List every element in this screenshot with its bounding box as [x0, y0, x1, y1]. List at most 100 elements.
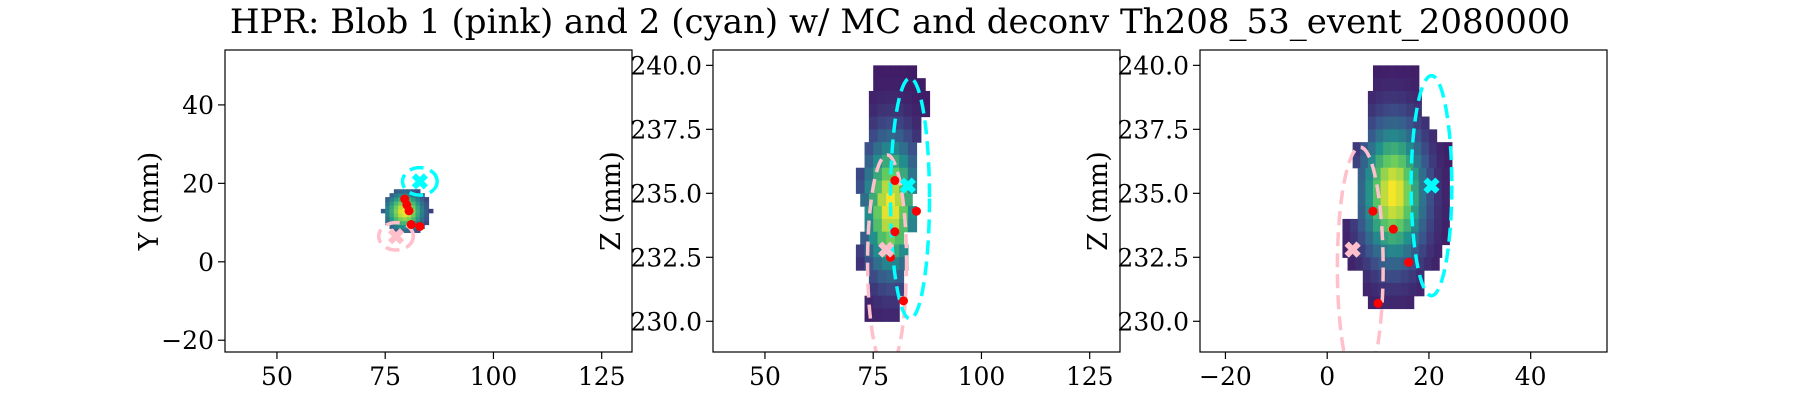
- heatmap-cell: [380, 208, 386, 214]
- heatmap-cell: [1372, 193, 1382, 207]
- heatmap-cell: [389, 224, 395, 230]
- heatmap-cell: [1370, 257, 1379, 271]
- heatmap-cell: [886, 270, 896, 284]
- heatmap-cell: [868, 103, 879, 118]
- heatmap-cell: [1375, 142, 1384, 156]
- heatmap-cell: [890, 218, 900, 233]
- heatmap-cell: [1385, 282, 1394, 297]
- plot-area: [855, 65, 932, 352]
- x-tick-label: 75: [369, 362, 401, 391]
- heatmap-cell: [890, 167, 900, 182]
- heatmap-cell: [1411, 167, 1420, 182]
- heatmap-cell: [1367, 295, 1377, 310]
- heatmap-cell: [1378, 257, 1387, 271]
- x-tick-label: 20: [1413, 362, 1445, 391]
- heatmap-cell: [855, 167, 866, 182]
- heatmap-cell: [1395, 180, 1405, 194]
- blob1-ellipse: [376, 220, 416, 252]
- heatmap-cell: [1403, 180, 1412, 194]
- heatmap-cell: [385, 201, 391, 206]
- heatmap-cell: [1441, 193, 1450, 207]
- heatmap-cell: [1372, 65, 1382, 79]
- heatmap-cell: [1421, 154, 1430, 169]
- heatmap-cell: [419, 204, 425, 210]
- heatmap-cell: [886, 282, 896, 297]
- heatmap-cell: [1428, 142, 1438, 156]
- heatmap-cell: [1380, 167, 1389, 182]
- heatmap-cell: [1390, 116, 1400, 130]
- heatmap-cell: [1365, 180, 1374, 194]
- heatmap-cell: [1360, 154, 1369, 169]
- heatmap-cell: [389, 197, 395, 202]
- heatmap-cell: [415, 208, 421, 214]
- heatmap-cell: [1388, 167, 1397, 182]
- heatmap-cell: [411, 216, 417, 222]
- heatmap-cell: [1441, 167, 1450, 182]
- heatmap-cell: [1441, 180, 1450, 194]
- heatmap-cell: [1395, 167, 1405, 182]
- heatmap-cell: [1444, 154, 1453, 169]
- heatmap-cell: [1370, 282, 1379, 297]
- heatmap-cell: [873, 180, 883, 194]
- heatmap-cell: [907, 65, 918, 79]
- heatmap-cell: [419, 216, 425, 222]
- heatmap-cell: [1375, 90, 1384, 105]
- heatmap-cell: [881, 295, 892, 310]
- heatmap-cell: [1375, 103, 1384, 118]
- y-tick-label: 240.0: [1117, 51, 1189, 80]
- heatmap-cell: [1383, 295, 1392, 310]
- heatmap-cell: [1367, 154, 1377, 169]
- heatmap-cell: [864, 167, 874, 182]
- heatmap-cell: [1350, 218, 1359, 233]
- mc-point: [406, 220, 416, 230]
- heatmap-cell: [1400, 282, 1410, 297]
- heatmap-cell: [389, 208, 395, 214]
- heatmap-cell: [881, 154, 892, 169]
- heatmap-cell: [864, 180, 874, 194]
- heatmap-cell: [1413, 142, 1422, 156]
- heatmap-cell: [1395, 206, 1405, 220]
- heatmap-cell: [1436, 142, 1445, 156]
- heatmap-cell: [1365, 193, 1374, 207]
- heatmap-cell: [393, 224, 399, 230]
- heatmap-cell: [1375, 129, 1384, 143]
- heatmap-cell: [419, 201, 425, 206]
- y-tick-label: 230.0: [1117, 307, 1189, 336]
- blob1-marker: [1344, 241, 1361, 258]
- heatmap-cell: [1390, 142, 1400, 156]
- heatmap-cell: [1398, 142, 1407, 156]
- x-tick-label: 100: [470, 362, 518, 391]
- heatmap-cell: [868, 116, 879, 130]
- heatmap-cell: [1403, 167, 1412, 182]
- heatmap-cell: [1428, 154, 1438, 169]
- heatmap-cell: [1411, 244, 1420, 258]
- blob2-marker: [899, 177, 916, 194]
- y-tick-label: 20: [182, 169, 214, 198]
- heatmap-cell: [1426, 167, 1435, 182]
- heatmap-cell: [393, 204, 399, 210]
- heatmap-cell: [877, 193, 887, 207]
- heatmap-cell: [1390, 129, 1400, 143]
- heatmap-cell: [406, 197, 412, 202]
- heatmap-cell: [1423, 257, 1433, 271]
- heatmap-cell: [1365, 167, 1374, 182]
- heatmap-cell: [1418, 167, 1427, 182]
- heatmap-cell: [1380, 206, 1389, 220]
- heatmap-cell: [864, 154, 874, 169]
- heatmap-cell: [1350, 231, 1359, 246]
- heatmap-cell: [428, 208, 434, 214]
- heatmap-cell: [415, 201, 421, 206]
- heatmap-cell: [402, 212, 408, 218]
- heatmap-cell: [1411, 65, 1420, 79]
- heatmap-cell: [1398, 154, 1407, 169]
- heatmap-cell: [1418, 231, 1427, 246]
- heatmap-cell: [860, 193, 870, 207]
- heatmap-cell: [881, 206, 892, 220]
- heatmap-cell: [1365, 218, 1374, 233]
- heatmap-cell: [1436, 154, 1445, 169]
- heatmap-cell: [1434, 193, 1443, 207]
- heatmap-cell: [1403, 244, 1412, 258]
- heatmap-cell: [1388, 244, 1397, 258]
- heatmap-cell: [1393, 282, 1402, 297]
- heatmap-cell: [886, 90, 896, 105]
